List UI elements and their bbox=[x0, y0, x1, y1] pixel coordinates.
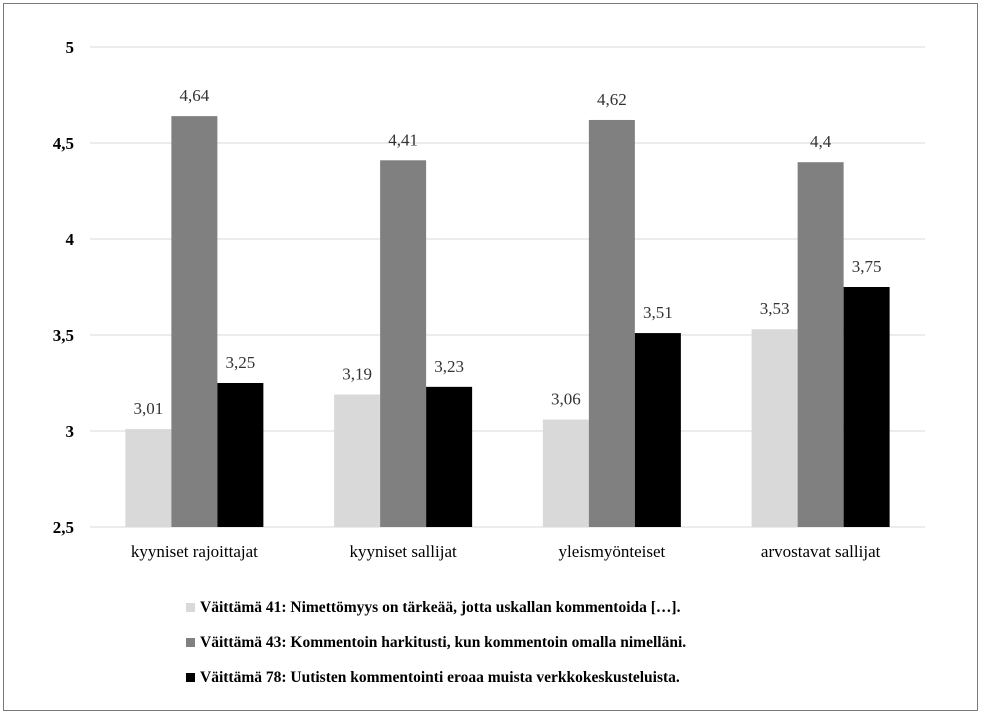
category-label: kyyniset rajoittajat bbox=[131, 542, 258, 561]
data-label: 4,4 bbox=[810, 132, 832, 151]
bar bbox=[334, 394, 381, 527]
legend-swatch bbox=[186, 638, 195, 647]
y-tick-label: 3,5 bbox=[53, 326, 74, 345]
legend-label: Väittämä 78: Uutisten kommentointi eroaa… bbox=[200, 668, 680, 686]
bar bbox=[426, 386, 473, 527]
data-label: 3,06 bbox=[551, 389, 581, 408]
legend-item: Väittämä 41: Nimettömyys on tärkeää, jot… bbox=[186, 597, 886, 618]
data-label: 3,53 bbox=[760, 299, 790, 318]
data-label: 3,01 bbox=[134, 399, 164, 418]
category-label: arvostavat sallijat bbox=[761, 542, 881, 561]
data-label: 4,62 bbox=[597, 90, 627, 109]
data-label: 3,75 bbox=[852, 257, 882, 276]
y-tick-label: 5 bbox=[66, 38, 75, 57]
data-label: 3,25 bbox=[226, 353, 256, 372]
legend-label: Väittämä 43: Kommentoin harkitusti, kun … bbox=[200, 633, 687, 651]
x-axis-categories: kyyniset rajoittajat kyyniset sallijat yle… bbox=[131, 542, 881, 561]
bar bbox=[588, 119, 635, 528]
bar bbox=[217, 383, 264, 527]
data-labels: 3,01 4,64 3,25 3,19 4,41 3,23 3,06 4,62 3,51 3,53… bbox=[134, 86, 882, 418]
y-tick-label: 3 bbox=[66, 422, 75, 441]
bar bbox=[542, 419, 589, 527]
bar bbox=[380, 160, 427, 527]
y-axis-ticks: 2,5 3 3,5 4 4,5 5 bbox=[53, 38, 75, 537]
y-tick-label: 4,5 bbox=[53, 134, 74, 153]
bar bbox=[171, 116, 218, 528]
bar bbox=[751, 329, 798, 527]
y-tick-label: 2,5 bbox=[53, 518, 74, 537]
legend-item: Väittämä 78: Uutisten kommentointi eroaa… bbox=[186, 667, 886, 688]
legend-swatch bbox=[186, 603, 195, 612]
data-label: 3,51 bbox=[643, 303, 673, 322]
legend-item: Väittämä 43: Kommentoin harkitusti, kun … bbox=[186, 632, 886, 653]
data-label: 3,19 bbox=[342, 365, 372, 384]
bar bbox=[843, 287, 890, 527]
bar bbox=[634, 333, 681, 527]
category-label: yleismyönteiset bbox=[559, 542, 666, 561]
category-label: kyyniset sallijat bbox=[350, 542, 457, 561]
y-tick-label: 4 bbox=[66, 230, 75, 249]
data-label: 4,41 bbox=[388, 130, 418, 149]
chart-frame bbox=[3, 3, 978, 711]
bar bbox=[797, 162, 844, 527]
legend-swatch bbox=[186, 673, 195, 682]
bars bbox=[125, 116, 890, 528]
legend-label: Väittämä 41: Nimettömyys on tärkeää, jot… bbox=[200, 598, 681, 616]
data-label: 4,64 bbox=[180, 86, 210, 105]
data-label: 3,23 bbox=[434, 357, 464, 376]
legend: Väittämä 41: Nimettömyys on tärkeää, jot… bbox=[186, 597, 886, 702]
bar bbox=[125, 429, 172, 527]
